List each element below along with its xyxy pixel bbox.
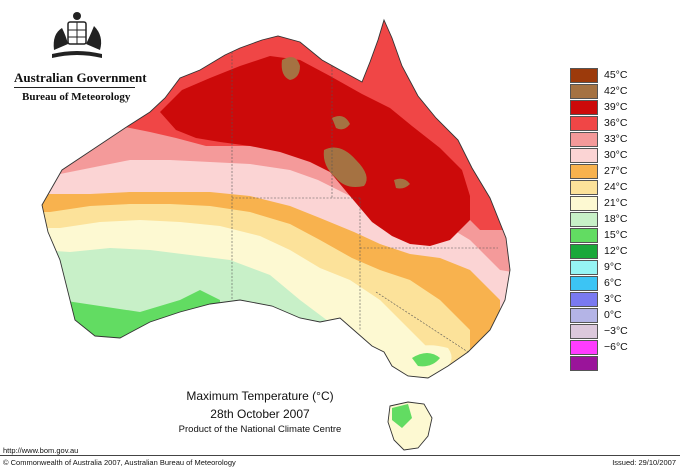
legend-label: 30°C bbox=[604, 149, 628, 161]
legend-label: 24°C bbox=[604, 181, 628, 193]
copyright-text: © Commonwealth of Australia 2007, Austra… bbox=[3, 458, 236, 467]
product-note: Product of the National Climate Centre bbox=[178, 424, 342, 435]
legend-swatch bbox=[570, 180, 598, 195]
legend-swatch bbox=[570, 164, 598, 179]
government-name: Australian Government bbox=[14, 70, 147, 85]
band-42c-south bbox=[323, 147, 367, 187]
band-39c bbox=[160, 56, 470, 246]
legend-item: 21°C bbox=[570, 196, 662, 212]
legend-label: 39°C bbox=[604, 101, 628, 113]
legend-label: 36°C bbox=[604, 117, 628, 129]
legend-item: 9°C bbox=[570, 260, 662, 276]
bom-website-link[interactable]: http://www.bom.gov.au bbox=[3, 446, 79, 455]
legend-item: 24°C bbox=[570, 180, 662, 196]
issued-date: Issued: 29/10/2007 bbox=[612, 458, 676, 467]
map-title: Maximum Temperature (°C) bbox=[186, 389, 334, 403]
legend-swatch bbox=[570, 100, 598, 115]
legend-label: 3°C bbox=[604, 293, 622, 305]
legend-swatch bbox=[570, 116, 598, 131]
legend-item: 3°C bbox=[570, 292, 662, 308]
legend-label: −6°C bbox=[604, 341, 628, 353]
legend-swatch bbox=[570, 260, 598, 275]
coastline bbox=[41, 18, 511, 379]
legend-swatch bbox=[570, 324, 598, 339]
legend-label: 45°C bbox=[604, 69, 628, 81]
border-nsw-vic bbox=[375, 291, 469, 353]
legend-swatch bbox=[570, 340, 598, 355]
legend-label: −3°C bbox=[604, 325, 628, 337]
band-42c-east bbox=[394, 178, 410, 189]
legend-item bbox=[570, 356, 662, 372]
legend-item: 39°C bbox=[570, 100, 662, 116]
coat-of-arms-icon bbox=[52, 12, 102, 58]
legend-label: 0°C bbox=[604, 309, 622, 321]
legend-label: 15°C bbox=[604, 229, 628, 241]
bureau-name: Bureau of Meteorology bbox=[22, 91, 131, 103]
legend-item: 36°C bbox=[570, 116, 662, 132]
legend-swatch bbox=[570, 292, 598, 307]
legend-item: 30°C bbox=[570, 148, 662, 164]
legend-item: 45°C bbox=[570, 68, 662, 84]
legend-item: 6°C bbox=[570, 276, 662, 292]
legend-swatch bbox=[570, 276, 598, 291]
legend-label: 9°C bbox=[604, 261, 622, 273]
legend-item: 27°C bbox=[570, 164, 662, 180]
legend-swatch bbox=[570, 308, 598, 323]
legend-swatch bbox=[570, 212, 598, 227]
map-title-block: Maximum Temperature (°C) 28th October 20… bbox=[120, 388, 400, 436]
legend-label: 18°C bbox=[604, 213, 628, 225]
legend-item: 0°C bbox=[570, 308, 662, 324]
legend-swatch bbox=[570, 84, 598, 99]
band-15c-victoria bbox=[412, 353, 440, 367]
tasmania-band-15c bbox=[392, 404, 412, 428]
legend-label: 21°C bbox=[604, 197, 628, 209]
legend-swatch bbox=[570, 228, 598, 243]
legend-swatch bbox=[570, 244, 598, 259]
legend-swatch bbox=[570, 148, 598, 163]
logo-divider bbox=[14, 87, 135, 88]
legend-swatch bbox=[570, 132, 598, 147]
band-42c-north bbox=[281, 57, 300, 80]
legend-swatch bbox=[570, 68, 598, 83]
legend-swatch bbox=[570, 196, 598, 211]
legend-swatch bbox=[570, 356, 598, 371]
legend-item: 15°C bbox=[570, 228, 662, 244]
legend-label: 27°C bbox=[604, 165, 628, 177]
legend-item: 12°C bbox=[570, 244, 662, 260]
legend-item: −3°C bbox=[570, 324, 662, 340]
legend-item: 18°C bbox=[570, 212, 662, 228]
legend-item: 33°C bbox=[570, 132, 662, 148]
map-date: 28th October 2007 bbox=[210, 407, 310, 421]
legend-label: 42°C bbox=[604, 85, 628, 97]
legend-label: 12°C bbox=[604, 245, 628, 257]
legend-item: −6°C bbox=[570, 340, 662, 356]
legend-label: 33°C bbox=[604, 133, 628, 145]
legend-label: 6°C bbox=[604, 277, 622, 289]
legend-item: 42°C bbox=[570, 84, 662, 100]
state-borders bbox=[231, 52, 498, 353]
band-42c-central bbox=[332, 116, 350, 130]
footer-divider bbox=[0, 455, 680, 456]
